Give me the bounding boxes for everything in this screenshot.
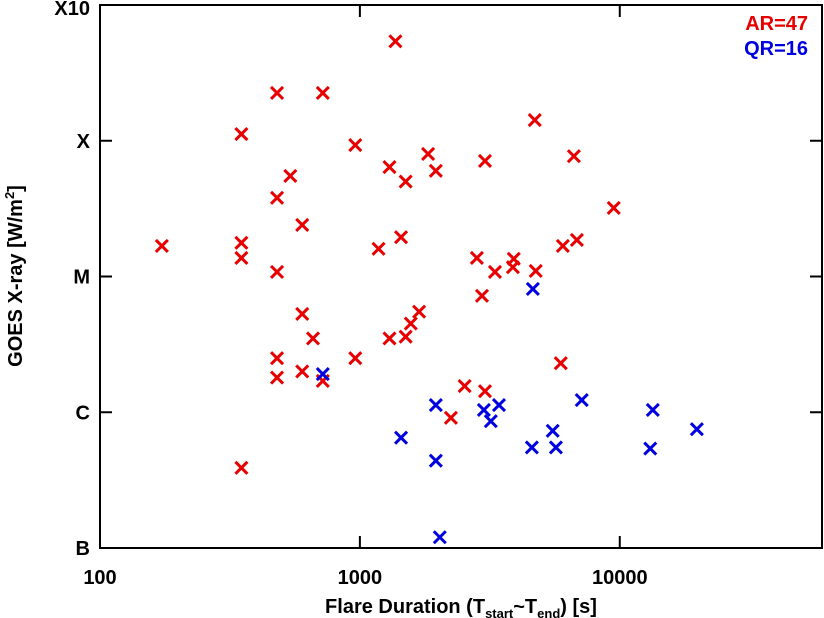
plot-frame [99,4,823,549]
y-tick-label: X [77,131,91,153]
marker [477,153,493,169]
marker [382,331,397,346]
marker [234,235,249,250]
y-tick-label: C [76,402,90,424]
marker [428,453,443,468]
marker [393,230,409,245]
marker [269,264,285,280]
x-tick-label: 100 [83,567,116,589]
marker [527,113,542,128]
legend-annotation: QR=16 [744,38,808,60]
marker [295,364,310,379]
x-title-part: ~T [513,596,537,618]
marker [388,34,403,49]
marker [474,288,490,303]
marker [432,530,447,545]
marker [487,264,503,280]
marker [689,422,704,437]
marker [483,414,498,429]
marker [305,331,321,346]
marker [506,251,521,266]
marker [269,190,285,205]
marker [315,367,330,382]
marker [154,238,169,253]
marker [234,127,249,142]
y-title-part: GOES X-ray [W/m [5,199,27,367]
marker [553,356,568,371]
y-tick-label: M [73,267,90,289]
marker [569,232,584,247]
marker [382,160,397,175]
marker [234,250,249,266]
marker [269,351,285,366]
marker [269,85,285,101]
y-title-part: ] [5,185,27,192]
marker [295,217,310,232]
x-title-sub: start [485,606,514,618]
marker [476,402,491,417]
marker [295,306,310,321]
marker [398,329,413,344]
marker [371,241,386,256]
marker [315,85,330,101]
marker [469,250,484,266]
x-tick-label: 10000 [592,567,648,589]
marker [234,460,249,475]
marker [403,316,418,331]
legend-annotation: AR=47 [745,13,808,35]
marker [548,440,563,455]
marker [428,397,443,413]
marker [421,146,436,161]
marker [393,430,409,445]
x-axis-title: Flare Duration (Tstart~Tend) [s] [325,596,597,618]
marker [348,137,363,153]
marker [428,163,443,178]
x-title-part: ) [s] [560,596,597,618]
marker [525,281,540,296]
marker [398,174,413,189]
marker [606,200,621,215]
y-tick-label: B [76,538,90,560]
marker [566,149,581,164]
x-title-sub: end [537,606,560,618]
y-tick-label: X10 [54,0,90,20]
marker [269,370,285,385]
marker [555,238,570,253]
marker [477,384,493,399]
marker [545,423,560,438]
x-title-part: Flare Duration (T [325,596,485,618]
marker [348,351,363,366]
marker [528,263,543,278]
marker [457,378,472,394]
marker [524,440,539,455]
marker [412,304,427,319]
y-axis-title: GOES X-ray [W/m2] [2,185,27,367]
marker [443,410,458,425]
marker [645,402,660,417]
marker [643,441,658,456]
y-title-sup: 2 [2,192,17,199]
marker [491,397,507,413]
marker [283,168,298,184]
marker [574,392,589,408]
x-tick-label: 1000 [338,567,383,589]
